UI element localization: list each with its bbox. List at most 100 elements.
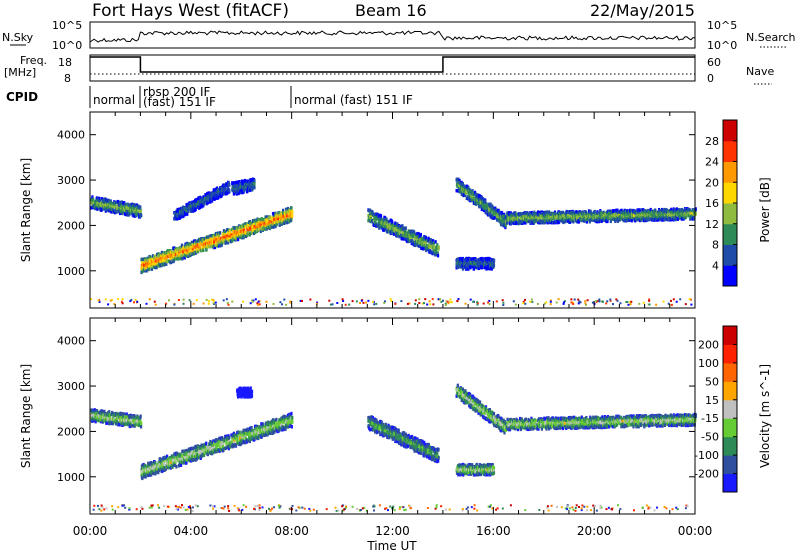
station-title: Fort Hays West (fitACF) <box>92 1 289 21</box>
echo-cell <box>479 200 483 204</box>
echo-cell <box>107 303 110 306</box>
echo-cell <box>105 207 108 212</box>
echo-cell <box>595 299 598 302</box>
echo-cell <box>252 180 255 184</box>
echo-cell <box>627 303 630 306</box>
echo-cell <box>365 301 368 304</box>
echo-cell <box>202 248 205 252</box>
echo-cell <box>225 298 228 301</box>
echo-cell <box>390 225 393 229</box>
echo-cell <box>606 300 609 303</box>
echo-cell <box>436 246 439 250</box>
echo-cell <box>195 448 198 452</box>
echo-cell <box>629 301 632 303</box>
echo-cell <box>612 209 615 213</box>
echo-cell <box>423 242 426 246</box>
noise-right-tick-top: 10^5 <box>707 19 737 32</box>
echo-cell <box>192 447 195 451</box>
echo-cell <box>425 239 428 243</box>
echo-cell <box>184 459 187 463</box>
echo-cell <box>428 244 431 249</box>
echo-cell <box>192 245 196 249</box>
echo-cell <box>447 302 450 305</box>
echo-cell <box>635 211 638 215</box>
echo-cell <box>197 455 200 459</box>
echo-cell <box>476 303 479 306</box>
echo-cell <box>220 243 223 247</box>
colorbar-tick-label: 12 <box>705 218 719 231</box>
echo-cell <box>591 218 594 222</box>
echo-cell <box>213 245 217 249</box>
echo-cell <box>661 211 664 216</box>
echo-cell <box>203 201 206 206</box>
echo-cell <box>577 298 580 301</box>
echo-cell <box>514 303 517 306</box>
echo-cell <box>96 207 99 211</box>
echo-cell <box>402 237 405 241</box>
echo-cell <box>206 196 209 201</box>
echo-cell <box>487 211 491 215</box>
echo-cell <box>616 219 620 223</box>
echo-cell <box>253 179 256 183</box>
echo-cell <box>266 222 270 227</box>
echo-cell <box>103 418 106 422</box>
echo-cell <box>227 303 230 306</box>
echo-cell <box>226 228 229 232</box>
echo-cell <box>188 299 191 302</box>
echo-cell <box>525 211 528 215</box>
echo-cell <box>201 245 204 249</box>
echo-cell <box>184 248 187 252</box>
echo-cell <box>563 300 566 303</box>
echo-cell <box>585 220 588 224</box>
echo-cell <box>273 218 276 222</box>
echo-cell <box>244 186 247 191</box>
echo-cell <box>473 265 476 269</box>
echo-cell <box>444 304 447 306</box>
echo-cell <box>488 299 491 302</box>
echo-cell <box>119 416 122 420</box>
echo-cell <box>257 218 260 222</box>
echo-cell <box>414 232 417 237</box>
echo-cell <box>560 210 563 215</box>
echo-cell <box>620 208 623 213</box>
freq-left-tick-bottom: 8 <box>64 72 71 85</box>
echo-cell <box>606 219 609 224</box>
echo-cell <box>139 210 142 214</box>
echo-cell <box>164 251 167 255</box>
echo-cell <box>185 203 188 207</box>
echo-cell <box>108 205 112 210</box>
echo-cell <box>289 300 292 303</box>
power-colorbar-label: Power [dB] <box>758 177 772 242</box>
echo-cell <box>555 301 558 304</box>
echo-cell <box>637 218 640 222</box>
echo-cell <box>690 303 693 306</box>
echo-cell <box>116 415 120 419</box>
echo-cell <box>139 414 142 418</box>
echo-cell <box>263 227 266 231</box>
echo-cell <box>598 300 601 303</box>
echo-cell <box>195 249 199 254</box>
echo-cell <box>439 298 442 301</box>
echo-cell <box>331 303 334 306</box>
echo-cell <box>216 238 219 243</box>
echo-cell <box>173 303 176 306</box>
echo-cell <box>437 253 440 258</box>
echo-cell <box>495 208 498 212</box>
echo-cell <box>483 263 486 267</box>
echo-cell <box>461 267 464 271</box>
echo-cell <box>245 225 248 230</box>
echo-cell <box>532 221 535 225</box>
echo-cell <box>529 213 532 217</box>
echo-cell <box>182 298 185 301</box>
echo-cell <box>161 469 164 473</box>
echo-cell <box>564 213 567 218</box>
echo-cell <box>165 456 168 461</box>
echo-cell <box>133 301 135 304</box>
echo-cell <box>202 302 205 305</box>
echo-cell <box>457 258 460 262</box>
echo-cell <box>151 463 154 468</box>
echo-cell <box>276 219 279 224</box>
echo-cell <box>550 218 553 222</box>
